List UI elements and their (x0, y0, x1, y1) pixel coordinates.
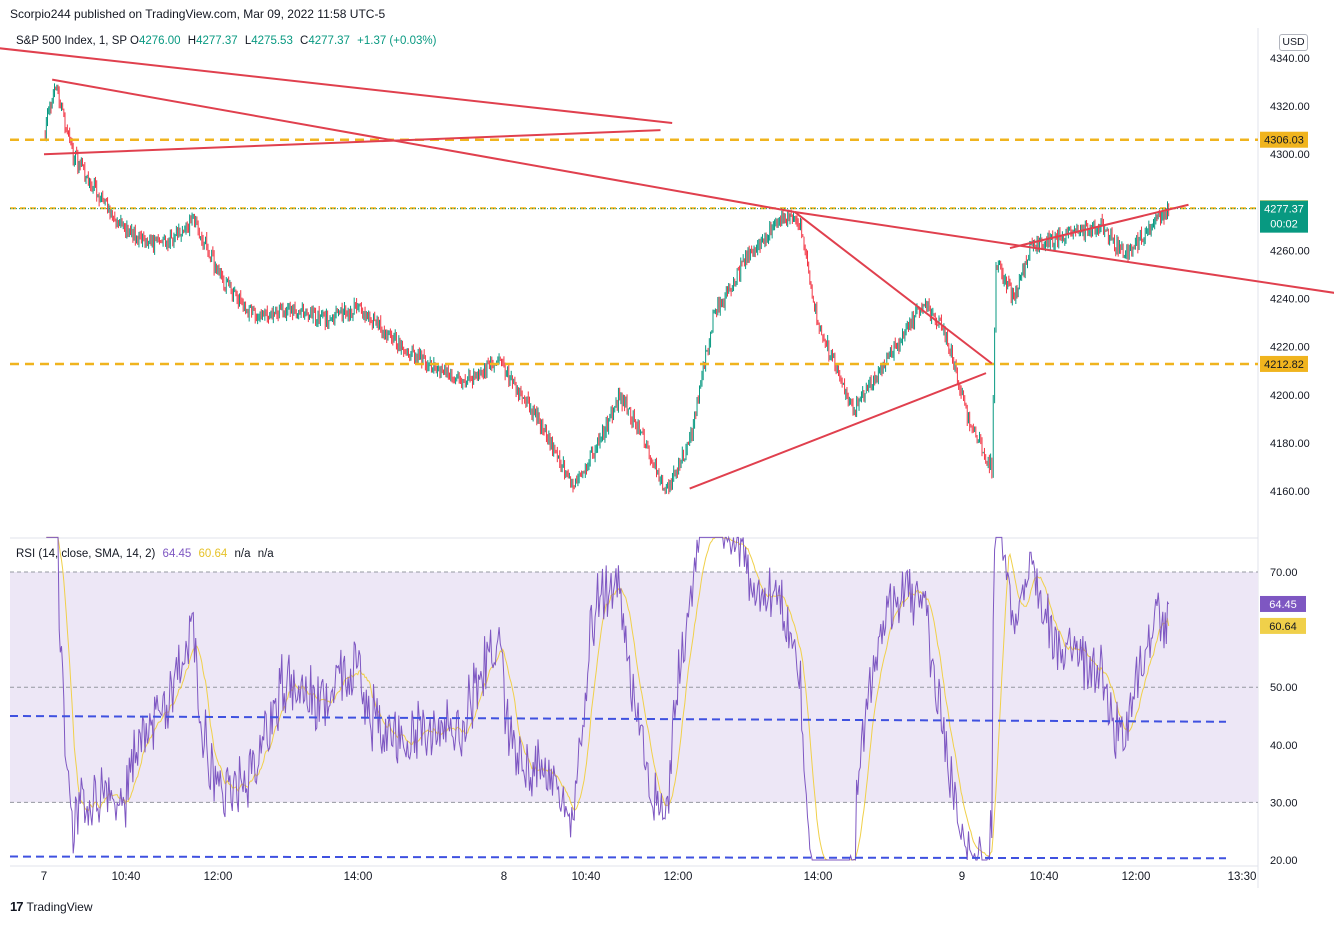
level-tag (1260, 355, 1308, 372)
time-tick-label: 12:00 (204, 871, 233, 883)
price-tick-label: 4320.00 (1270, 101, 1310, 113)
open-value: 4276.00 (138, 35, 181, 47)
price-tick-label: 4160.00 (1270, 486, 1310, 498)
close-value: 4277.37 (308, 35, 350, 47)
rsi-title[interactable]: RSI (14, close, SMA, 14, 2) (16, 548, 156, 560)
time-tick-label: 12:00 (1122, 871, 1151, 883)
price-tick-label: 4220.00 (1270, 342, 1310, 354)
rsi-legend: RSI (14, close, SMA, 14, 2) 64.45 60.64 … (16, 548, 274, 560)
price-tick-label: 4240.00 (1270, 294, 1310, 306)
rsi-tick-label: 40.00 (1270, 740, 1298, 752)
tradingview-logo-icon: 17 (10, 899, 24, 914)
last-price-tag (1260, 200, 1308, 233)
time-tick-label: 13:30 (1228, 871, 1257, 883)
close-label: C (300, 35, 309, 47)
rsi-tick-label: 50.00 (1270, 682, 1298, 694)
rsi-na-1: n/a (234, 548, 251, 560)
countdown-label: 00:02 (1270, 219, 1298, 231)
rsi-sma-tag (1260, 617, 1306, 634)
price-tick-label: 4200.00 (1270, 390, 1310, 402)
time-tick-label: 10:40 (572, 871, 601, 883)
rsi-drawn-level-upper (9, 715, 1227, 723)
rsi-sma-tag-label: 60.64 (1269, 621, 1297, 633)
rsi-value-tag-label: 64.45 (1269, 599, 1297, 611)
rsi-line (46, 535, 1170, 861)
trendline-main-down (51, 78, 795, 213)
price-tick-label: 4260.00 (1270, 245, 1310, 257)
level-tag-label: 4306.03 (1264, 135, 1304, 147)
time-tick-label: 10:40 (1030, 871, 1059, 883)
rsi-sma-value: 60.64 (198, 548, 228, 560)
time-tick-label: 14:00 (344, 871, 373, 883)
trendline-main-down-ext (794, 210, 1334, 294)
trendline-channel (1009, 203, 1189, 250)
trendline-wedge-top (794, 211, 993, 365)
time-tick-label: 8 (501, 871, 507, 883)
symbol-name[interactable]: S&P 500 Index, 1, SP (16, 35, 127, 47)
change-value: +1.37 (+0.03%) (357, 35, 437, 47)
high-label: H (187, 35, 197, 47)
branding-name: TradingView (26, 899, 93, 914)
rsi-tick-label: 30.00 (1270, 797, 1298, 809)
low-value: 4275.53 (251, 35, 293, 47)
time-tick-label: 10:40 (112, 871, 141, 883)
open-label: O (130, 35, 139, 47)
rsi-drawn-level-lower (9, 855, 1227, 860)
low-label: L (244, 35, 252, 47)
branding: 17 TradingView (10, 899, 93, 914)
level-tag-label: 4212.82 (1264, 359, 1304, 371)
high-value: 4277.37 (196, 35, 238, 47)
time-tick-label: 12:00 (664, 871, 693, 883)
price-tick-label: 4340.00 (1270, 53, 1310, 65)
time-tick-label: 7 (41, 871, 47, 883)
rsi-na-2: n/a (257, 548, 274, 560)
currency-button[interactable]: USD (1279, 34, 1308, 51)
price-legend: S&P 500 Index, 1, SP O4276.00 H4277.37 L… (16, 35, 436, 47)
last-price-label: 4277.37 (1264, 204, 1304, 216)
price-tick-label: 4180.00 (1270, 438, 1310, 450)
rsi-value: 64.45 (162, 548, 192, 560)
price-tick-label: 4300.00 (1270, 149, 1310, 161)
rsi-value-tag (1260, 595, 1306, 612)
level-tag (1260, 131, 1308, 148)
publish-line: Scorpio244 published on TradingView.com,… (10, 7, 386, 21)
time-tick-label: 14:00 (804, 871, 833, 883)
trendline-rising-top (43, 129, 661, 156)
trendline-upper (0, 47, 673, 124)
rsi-tick-label: 20.00 (1270, 855, 1298, 867)
time-tick-label: 9 (959, 871, 965, 883)
rsi-tick-label: 70.00 (1270, 567, 1298, 579)
trendline-wedge-bottom (689, 372, 987, 490)
